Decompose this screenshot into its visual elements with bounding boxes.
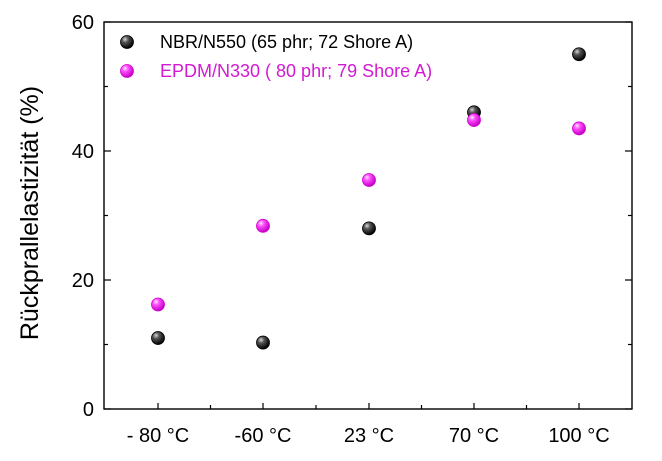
y-tick-label: 20 [72, 270, 94, 292]
legend-item-nbr: NBR/N550 (65 phr; 72 Shore A) [120, 32, 413, 52]
y-tick-label: 40 [72, 141, 94, 163]
data-point-epdm [151, 297, 165, 312]
x-tick-label: 23 °C [344, 425, 394, 447]
x-tick-label: 70 °C [449, 425, 499, 447]
legend-marker [120, 64, 134, 78]
y-axis-label: Rückprallelastizität (%) [16, 86, 44, 340]
legend-marker [120, 35, 134, 49]
data-point-nbr [362, 221, 376, 236]
data-point-nbr [151, 331, 165, 345]
x-axis-ticks: - 80 °C -60 °C 23 °C 70 °C 100 °C [127, 403, 610, 447]
legend-item-epdm: EPDM/N330 ( 80 phr; 79 Shore A) [120, 61, 432, 81]
legend: NBR/N550 (65 phr; 72 Shore A) EPDM/N330 (… [120, 32, 432, 81]
data-point-epdm [256, 218, 270, 233]
x-tick-label: 100 °C [548, 425, 609, 447]
series-layer [151, 47, 586, 350]
legend-label: NBR/N550 (65 phr; 72 Shore A) [160, 32, 413, 52]
legend-label: EPDM/N330 ( 80 phr; 79 Shore A) [160, 61, 432, 81]
x-tick-label: - 80 °C [127, 425, 189, 447]
data-point-epdm [362, 173, 376, 187]
series-epdm-n330 [151, 113, 586, 312]
series-nbr-n550 [151, 47, 586, 350]
x-tick-label: -60 °C [235, 425, 292, 447]
data-point-nbr [256, 335, 270, 350]
data-point-nbr [572, 47, 586, 62]
y-axis-ticks: 0 20 40 60 [72, 12, 632, 421]
data-point-epdm [467, 113, 481, 127]
y-tick-label: 0 [83, 399, 94, 421]
y-tick-label: 60 [72, 12, 94, 34]
data-point-epdm [572, 121, 586, 136]
